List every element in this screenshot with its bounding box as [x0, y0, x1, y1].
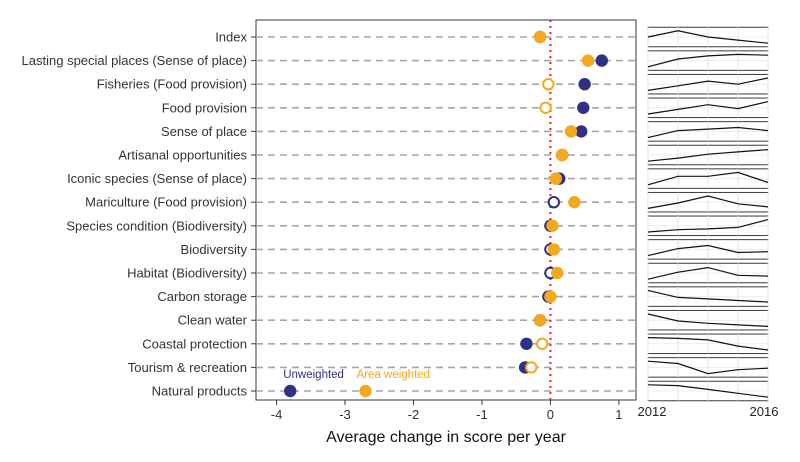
- sparkline-line: [647, 244, 769, 257]
- y-tick-label: Species condition (Biodiversity): [66, 218, 247, 233]
- x-tick-label: -3: [339, 407, 351, 422]
- y-tick-label: Food provision: [162, 100, 247, 115]
- x-tick-label: 0: [547, 407, 554, 422]
- sparkline-panel: [647, 121, 769, 142]
- sparkline-panel: [647, 26, 769, 48]
- sparkline-panel: [647, 73, 769, 95]
- y-tick-label: Carbon storage: [157, 289, 247, 304]
- y-tick-label: Iconic species (Sense of place): [67, 171, 247, 186]
- area-weighted-point: [542, 78, 555, 91]
- sparkline-end-label: 2016: [750, 404, 779, 419]
- y-tick-label: Biodiversity: [181, 242, 248, 257]
- x-tick-label: -1: [476, 407, 488, 422]
- area-weighted-point: [564, 125, 578, 138]
- sparkline-panel: [647, 262, 769, 284]
- area-weighted-point: [546, 219, 559, 232]
- x-tick-label: 1: [615, 407, 622, 422]
- unweighted-point: [520, 337, 533, 350]
- x-tick-label: -2: [408, 407, 420, 422]
- sparkline-line: [647, 149, 769, 162]
- y-tick-label: Fisheries (Food provision): [97, 77, 247, 92]
- y-tick-label: Natural products: [152, 384, 248, 399]
- y-tick-label: Mariculture (Food provision): [85, 195, 247, 210]
- area-weighted-point: [533, 30, 547, 44]
- unweighted-point: [578, 78, 591, 91]
- sparkline-start-label: 2012: [638, 404, 667, 419]
- unweighted-point: [577, 101, 590, 115]
- sparkline-panel: [647, 50, 769, 71]
- y-tick-label: Sense of place: [161, 124, 247, 139]
- sparkline-line: [647, 30, 769, 44]
- area-weighted-point: [555, 148, 569, 162]
- area-weighted-point: [359, 384, 372, 398]
- y-tick-label: Index: [215, 30, 247, 45]
- sparkline-panel: [647, 239, 769, 260]
- sparkline-panel: [647, 168, 769, 189]
- y-tick-label: Artisanal opportunities: [118, 148, 247, 163]
- area-weighted-point: [549, 172, 563, 185]
- sparkline-line: [647, 384, 769, 398]
- sparkline-panel: [647, 380, 769, 402]
- y-tick-label: Tourism & recreation: [128, 360, 247, 375]
- unweighted-point: [595, 54, 608, 67]
- area-weighted-point: [533, 314, 547, 327]
- sparkline-line: [647, 266, 769, 280]
- area-weighted-point: [535, 337, 549, 350]
- sparkline-line: [647, 337, 769, 351]
- x-tick-label: -4: [271, 407, 283, 422]
- sparkline-line: [647, 126, 769, 139]
- unweighted-point: [547, 196, 561, 209]
- area-weighted-point: [525, 361, 538, 374]
- sparkline-panel: [647, 357, 769, 378]
- sparkline-line: [647, 53, 769, 68]
- area-weighted-point: [539, 101, 552, 115]
- y-tick-label: Lasting special places (Sense of place): [22, 53, 247, 68]
- sparkline-line: [647, 195, 769, 209]
- area-weighted-point: [544, 290, 557, 303]
- sparkline-line: [647, 313, 769, 327]
- sparkline-panel: [647, 97, 769, 119]
- x-axis-label: Average change in score per year: [326, 429, 567, 446]
- sparkline-line: [647, 171, 769, 186]
- area-weighted-point: [547, 243, 561, 256]
- legend-area-weighted-label: Area weighted: [357, 369, 431, 381]
- sparkline-line: [647, 219, 769, 233]
- sparkline-line: [647, 101, 769, 115]
- sparkline-line: [647, 77, 769, 91]
- sparkline-panel: [647, 144, 769, 166]
- area-weighted-point: [568, 196, 581, 209]
- unweighted-point: [284, 384, 297, 398]
- sparkline-line: [647, 289, 769, 303]
- area-weighted-point: [581, 54, 595, 67]
- sparkline-panel: [647, 309, 769, 331]
- y-tick-label: Habitat (Biodiversity): [127, 266, 247, 281]
- y-tick-label: Clean water: [178, 313, 248, 328]
- legend-unweighted-label: Unweighted: [283, 369, 344, 381]
- sparkline-line: [647, 360, 769, 375]
- area-weighted-point: [551, 266, 564, 280]
- sparkline-panel: [647, 333, 769, 355]
- sparkline-panel: [647, 215, 769, 237]
- unweighted-point: [575, 125, 588, 138]
- plot-panel: [255, 19, 637, 401]
- sparkline-panel: [647, 191, 769, 213]
- sparkline-panel: [647, 286, 769, 307]
- y-tick-label: Coastal protection: [142, 336, 247, 351]
